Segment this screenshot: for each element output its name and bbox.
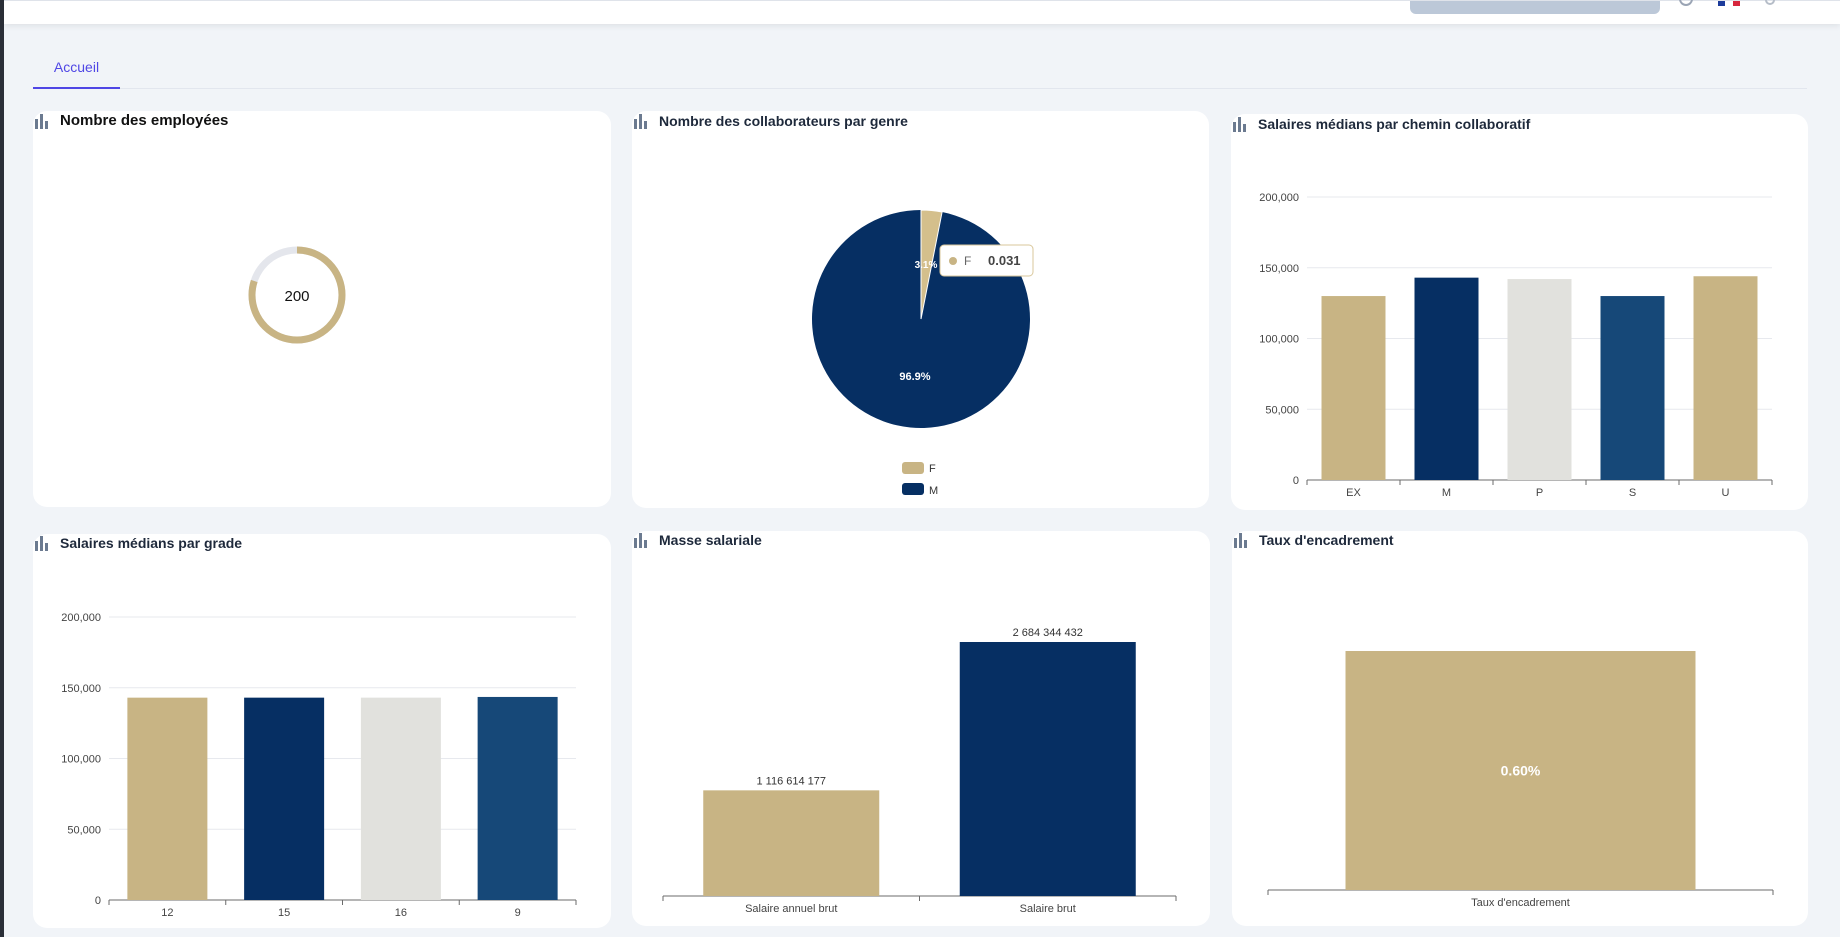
y-tick-label: 200,000 <box>1259 192 1299 204</box>
tooltip-value: 0.031 <box>988 253 1021 268</box>
x-tick-label: 12 <box>161 907 173 919</box>
x-tick-label: M <box>1442 487 1451 499</box>
card-title: Salaires médians par grade <box>60 535 243 551</box>
x-tick-label: 16 <box>395 907 407 919</box>
card-title: Masse salariale <box>659 532 762 548</box>
bar-chart-icon <box>634 533 647 548</box>
search-bar[interactable] <box>1410 1 1660 14</box>
bar-chart-icon <box>634 114 647 129</box>
y-tick-label: 150,000 <box>1259 263 1299 275</box>
window-edge <box>0 0 4 937</box>
legend-label-m: M <box>929 485 938 497</box>
gauge-fill <box>248 246 346 344</box>
legend-swatch-f[interactable] <box>902 462 924 474</box>
y-tick-label: 50,000 <box>1265 404 1299 416</box>
y-tick-label: 150,000 <box>61 683 101 695</box>
card-header: Nombre des employées <box>35 112 228 129</box>
gauge-chart: 200 <box>248 246 346 344</box>
card-title: Nombre des collaborateurs par genre <box>659 113 908 129</box>
y-tick-label: 100,000 <box>61 754 101 766</box>
tooltip-series-name: F <box>964 254 971 268</box>
x-tick-label: Salaire annuel brut <box>745 903 837 915</box>
bar[interactable] <box>1345 651 1696 890</box>
card-title: Taux d'encadrement <box>1259 532 1394 548</box>
bar-u[interactable] <box>1693 276 1758 480</box>
card-header: Nombre des collaborateurs par genre <box>634 113 908 129</box>
x-tick-label: S <box>1629 487 1636 499</box>
bar-chart-icon <box>35 113 48 129</box>
x-tick-label: 9 <box>515 907 521 919</box>
y-tick-label: 200,000 <box>61 612 101 624</box>
bar-p[interactable] <box>1507 279 1572 480</box>
gauge-value: 200 <box>284 288 309 305</box>
bar-data-label: 0.60% <box>1501 763 1541 779</box>
x-tick-label: Taux d'encadrement <box>1471 897 1570 909</box>
x-tick-label: EX <box>1346 487 1361 499</box>
tab-accueil[interactable]: Accueil <box>33 52 120 89</box>
bar-m[interactable] <box>1414 277 1479 480</box>
y-tick-label: 50,000 <box>67 824 101 836</box>
legend-swatch-m[interactable] <box>902 483 924 495</box>
bar-chart-path: 0 50,000 100,000 150,000 200,000 EX M P S U <box>1259 192 1773 499</box>
bar-9[interactable] <box>477 696 558 900</box>
bar-chart-payroll: 1 116 614 177 Salaire annuel brut 2 684 34… <box>662 627 1177 915</box>
card-header: Salaires médians par chemin collaboratif <box>1233 116 1530 132</box>
pie-tooltip: F 0.031 <box>939 244 1034 277</box>
card-salaries-by-path: Salaires médians par chemin collaboratif… <box>1231 114 1808 510</box>
bar-chart-icon <box>1234 533 1247 548</box>
french-flag-icon[interactable] <box>1718 1 1740 6</box>
card-supervision-rate: Taux d'encadrement 0.60% Taux d'encadreme… <box>1232 531 1808 926</box>
card-payroll: Masse salariale 1 116 614 177 Salaire ann… <box>632 531 1210 926</box>
bar-chart-icon <box>35 536 48 551</box>
tab-bar: Accueil <box>33 52 1807 89</box>
bar-ex[interactable] <box>1321 296 1386 480</box>
bar-data-label: 2 684 344 432 <box>1013 627 1083 639</box>
pie-slice-f[interactable] <box>920 209 943 320</box>
y-tick-label: 0 <box>95 895 101 907</box>
card-employee-count: Nombre des employées 200 <box>33 111 611 507</box>
bar-12[interactable] <box>127 697 208 900</box>
pie-chart: 3.1% 96.9% F 0.031 F M <box>812 209 1034 497</box>
card-title: Salaires médians par chemin collaboratif <box>1258 116 1531 132</box>
bar-15[interactable] <box>244 697 325 900</box>
bar-chart-icon <box>1233 117 1246 132</box>
user-icon[interactable] <box>1765 0 1775 5</box>
card-header: Masse salariale <box>634 532 762 548</box>
bar[interactable] <box>703 790 880 896</box>
y-tick-label: 0 <box>1293 475 1299 487</box>
pie-label-m: 96.9% <box>899 371 930 383</box>
bar-16[interactable] <box>360 697 441 900</box>
pie-legend: F M <box>902 462 938 497</box>
card-title: Nombre des employées <box>60 112 229 129</box>
x-tick-label: 15 <box>278 907 290 919</box>
bar-chart-grade: 0 50,000 100,000 150,000 200,000 12 15 16 9 <box>61 612 577 919</box>
card-salaries-by-grade: Salaires médians par grade 0 50,000 100,00… <box>33 534 611 928</box>
notification-icon[interactable] <box>1679 0 1693 6</box>
card-gender: Nombre des collaborateurs par genre 3.1%… <box>632 111 1209 508</box>
bar-data-label: 1 116 614 177 <box>756 775 826 787</box>
x-tick-label: Salaire brut <box>1020 903 1076 915</box>
top-bar <box>4 0 1840 24</box>
legend-label-f: F <box>929 463 936 475</box>
card-header: Taux d'encadrement <box>1234 532 1394 548</box>
pie-label-f: 3.1% <box>915 260 938 271</box>
bar-s[interactable] <box>1600 296 1665 480</box>
y-tick-label: 100,000 <box>1259 334 1299 346</box>
bar-chart-supervision: 0.60% Taux d'encadrement <box>1267 651 1774 909</box>
x-tick-label: P <box>1536 487 1543 499</box>
bar[interactable] <box>959 642 1136 896</box>
card-header: Salaires médians par grade <box>35 535 242 551</box>
x-tick-label: U <box>1722 487 1730 499</box>
